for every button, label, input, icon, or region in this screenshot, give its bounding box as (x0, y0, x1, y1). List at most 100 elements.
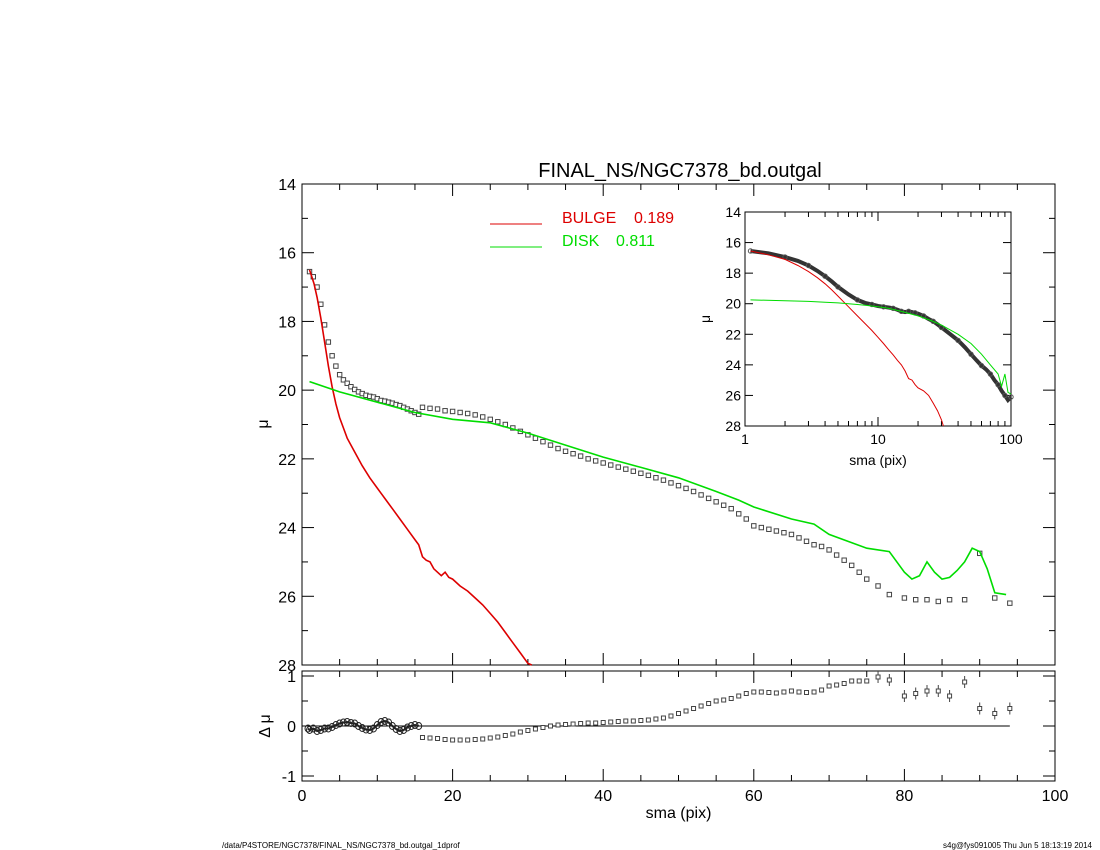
inset-ytick-label: 22 (725, 326, 741, 342)
data-point (472, 412, 478, 418)
data-point (875, 583, 881, 589)
data-point (540, 438, 546, 445)
residual-ytick-label: -1 (282, 769, 296, 786)
residual-point (826, 683, 832, 689)
main-ylabel: μ (255, 419, 272, 428)
residual-point (728, 696, 734, 701)
residual-point (924, 688, 930, 694)
inset-ytick-label: 16 (725, 235, 741, 251)
residual-inner-point (332, 721, 340, 729)
legend-disk-value: 0.811 (616, 233, 655, 250)
data-point (713, 499, 719, 505)
residual-point (600, 720, 606, 725)
residual-point (758, 689, 764, 695)
inset-ytick-label: 14 (725, 204, 741, 220)
residual-point (819, 687, 825, 693)
residual-point (901, 693, 907, 699)
residual-point (841, 681, 847, 686)
residual-point (913, 691, 919, 696)
residual-point (585, 720, 591, 726)
main-ytick-label: 28 (278, 658, 296, 675)
residual-point (427, 735, 433, 741)
residual-point (706, 701, 712, 706)
residual-inner-point (321, 724, 329, 733)
residual-point (615, 719, 621, 724)
residual-point (781, 689, 787, 695)
data-point (419, 404, 426, 411)
data-point (577, 453, 584, 459)
residual-xtick-label: 20 (444, 788, 462, 805)
residual-point (495, 734, 501, 740)
residual-inner-point (339, 718, 347, 727)
footer-timestamp: s4g@fys091005 Thu Jun 5 18:13:19 2014 (943, 841, 1092, 850)
residual-point (834, 682, 840, 688)
residual-point (450, 737, 456, 743)
inset-data-point (1002, 392, 1008, 399)
residual-xlabel: sma (pix) (646, 805, 712, 822)
residual-point (676, 711, 681, 716)
residual-point (623, 718, 629, 724)
data-point (555, 445, 561, 452)
data-point (901, 595, 908, 601)
residual-inner-point (366, 726, 374, 734)
data-point (758, 524, 765, 531)
data-point (728, 505, 734, 512)
inset-ytick-label: 28 (725, 418, 741, 434)
data-point (992, 595, 998, 601)
data-point (600, 460, 606, 466)
data-point (690, 488, 697, 495)
residual-inner-point (392, 725, 400, 733)
data-point (961, 597, 968, 603)
data-point (848, 562, 855, 569)
residual-point (457, 737, 463, 743)
data-point (464, 410, 471, 417)
data-point (811, 542, 817, 548)
residual-point (721, 697, 727, 703)
main-ytick-label: 24 (278, 521, 296, 538)
residual-point (435, 736, 441, 741)
residual-inner-point (415, 722, 423, 730)
residual-point (743, 691, 749, 696)
data-point (321, 322, 328, 328)
inset-xtick-label: 1 (741, 431, 749, 447)
residual-point (578, 721, 584, 726)
data-point (645, 472, 652, 479)
inset-ytick-label: 18 (725, 265, 741, 281)
main-ytick-label: 14 (278, 177, 296, 194)
inset-frame (744, 211, 1012, 427)
data-point (826, 547, 832, 553)
residual-point (510, 731, 516, 737)
residual-point (525, 728, 531, 733)
data-point (427, 405, 433, 412)
residual-point (1007, 706, 1013, 711)
residual-point (517, 729, 523, 735)
data-point (912, 597, 919, 603)
residual-point (563, 722, 569, 727)
inset-data-point (890, 305, 896, 311)
residual-point (608, 719, 614, 725)
data-point (570, 451, 576, 457)
residual-point (547, 723, 553, 729)
inset-data-point (995, 382, 1001, 388)
residual-point (668, 713, 674, 719)
main-ytick-label: 16 (278, 246, 296, 263)
residual-point (540, 725, 546, 730)
residual-point (653, 716, 659, 722)
residual-point (555, 722, 561, 728)
residual-point (487, 735, 493, 741)
data-point (668, 480, 674, 486)
residual-point (691, 706, 697, 711)
data-point (608, 462, 614, 468)
data-point (449, 408, 456, 415)
residual-ylabel: Δ μ (257, 714, 274, 737)
residual-inner-point (400, 726, 408, 734)
residual-point (766, 690, 772, 695)
residual-ytick-label: 1 (287, 669, 296, 686)
residual-inner-point (403, 723, 411, 732)
residual-ytick-label: 0 (287, 719, 296, 736)
inset-xtick-label: 100 (999, 431, 1023, 447)
inset-data-point (1008, 394, 1014, 400)
residual-xtick-label: 80 (896, 788, 914, 805)
